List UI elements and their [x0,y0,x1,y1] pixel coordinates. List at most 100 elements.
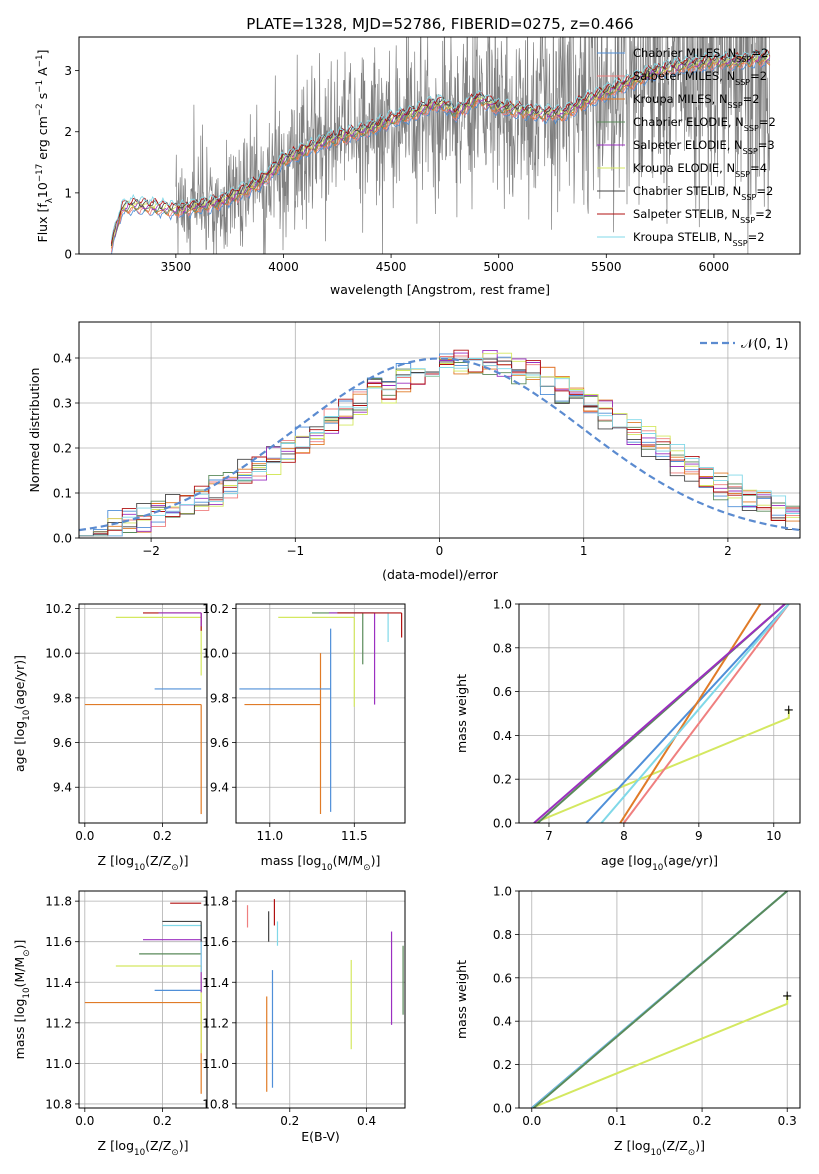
x-tick-label: 5000 [483,260,514,274]
y-tick-label: 11.4 [45,976,72,990]
y-axis-label: mass weight [454,674,469,753]
y-tick-label: 0.2 [493,1058,512,1072]
model-spectrum-line [110,58,771,253]
x-tick-label: 5500 [591,260,622,274]
axes-frame [518,603,801,824]
y-tick-label: 11.2 [202,1016,229,1030]
y-axis-label: Normed distribution [27,368,42,493]
cumulative-weight-line [532,891,788,1108]
x-tick-label: 0.2 [153,1114,172,1128]
x-tick-label: 11.0 [256,829,283,843]
legend-label: Salpeter MILES, NSSP=2 [633,69,767,87]
model-spectrum-line [110,55,771,246]
y-tick-label: 11.6 [45,935,72,949]
x-tick-label: 0.2 [693,1114,712,1128]
plot-area [79,349,800,538]
legend-label: Kroupa ELODIE, NSSP=4 [633,161,767,179]
y-tick-label: 9.6 [210,736,229,750]
x-tick-label: 6000 [699,260,730,274]
y-axis-label: Flux [fλ10−17 erg cm−2 s−1 A−1] [35,50,55,243]
legend-label: Salpeter STELIB, NSSP=2 [633,207,772,225]
plot-area: + [531,891,793,1108]
model-spectrum-line [110,49,771,244]
y-tick-label: 10.8 [45,1097,72,1111]
x-tick-label: 0.2 [153,829,172,843]
y-tick-label: 11.6 [202,935,229,949]
x-tick-label: 0.2 [280,1114,299,1128]
y-tick-label: 10.0 [45,647,72,661]
x-tick-label: 3500 [161,260,192,274]
y-tick-label: 0.0 [493,817,512,831]
axes-frame [235,603,406,824]
plot-area: + [533,604,794,823]
axes-frame [518,890,801,1109]
ebv-mass-panel: 0.2 0.4 10.8 11.0 11.2 11.4 11.6 11.8 E(B-V) [202,890,406,1144]
y-tick-label: 9.8 [210,691,229,705]
x-axis-label: wavelength [Angstrom, rest frame] [330,282,550,297]
axes-frame [78,36,801,255]
y-tick-label: 10.0 [202,647,229,661]
y-tick-label: 11.4 [202,976,229,990]
residual-histogram-bars [79,349,800,538]
x-axis-label: E(B-V) [301,1129,340,1144]
cumulative-weight-line [623,604,790,823]
x-tick-label: 7 [545,829,553,843]
observed-spectrum-line [175,37,770,254]
y-tick-label: 11.0 [202,1057,229,1071]
x-tick-label: 0.0 [522,1114,541,1128]
axes-frame [78,890,208,1109]
mass-age-panel: 11.0 11.5 9.4 9.6 9.8 10.0 10.2 mass [log10(M/M… [202,602,406,873]
y-tick-label: 0.2 [493,773,512,787]
x-axis-label: Z [log10(Z/Z⊙)] [614,1138,705,1158]
plot-area [110,37,771,254]
y-tick-label: 11.2 [45,1016,72,1030]
y-tick-label: 3 [64,64,72,78]
y-axis-label: mass weight [454,960,469,1039]
z-mass-panel: 0.0 0.2 10.8 11.0 11.2 11.4 11.6 11.8 Z [log10(Z… [12,890,208,1158]
x-tick-label: −1 [286,544,304,558]
cumulative-weight-line [533,604,786,823]
gaussian-legend-label: 𝒩(0, 1) [741,337,788,352]
plot-area [239,612,403,815]
y-tick-label: 0.6 [493,685,512,699]
model-spectrum-line [110,51,771,247]
cumulative-weight-line [619,604,762,823]
y-tick-label: 9.8 [53,691,72,705]
x-tick-label: 0 [436,544,444,558]
x-tick-label: 0.4 [357,1114,376,1128]
axes-frame [78,603,208,824]
x-tick-label: −2 [142,544,160,558]
y-tick-label: 2 [64,125,72,139]
y-tick-label: 0.0 [493,1102,512,1116]
x-tick-label: 0.0 [75,829,94,843]
y-tick-label: 0.1 [53,487,72,501]
x-axis-label: (data-model)/error [382,567,499,582]
age-mass-weight-panel: +7 8 9 10 0.0 0.2 0.4 0.6 0.8 1.0 age [log10(age/y… [454,598,801,873]
cumulative-weight-line [600,604,790,823]
cumulative-weight-marker: + [783,703,794,718]
y-tick-label: 0.4 [493,1015,512,1029]
model-spectrum-line [110,48,771,240]
y-tick-label: 11.0 [45,1057,72,1071]
y-tick-label: 0.6 [493,971,512,985]
y-tick-label: 0.4 [53,352,72,366]
spectrum-legend: Chabrier MILES, NSSP=2 Salpeter MILES, NS… [597,46,776,248]
legend-label: Chabrier ELODIE, NSSP=2 [633,115,776,133]
y-axis-label: age [log10(age/yr)] [12,655,32,772]
y-tick-label: 1 [64,186,72,200]
cumulative-weight-line [533,709,790,823]
y-tick-label: 0.8 [493,928,512,942]
x-tick-label: 8 [620,829,628,843]
y-tick-label: 11.8 [45,895,72,909]
spectrum-panel: 3500 4000 4500 5000 5500 6000 0 1 2 3 Chabrier MIL… [35,36,801,297]
y-tick-label: 1.0 [493,885,512,899]
x-tick-label: 9 [695,829,703,843]
y-tick-label: 9.4 [210,781,229,795]
cumulative-weight-line [531,995,789,1108]
x-tick-label: 0.1 [607,1114,626,1128]
x-axis-label: Z [log10(Z/Z⊙)] [98,853,189,873]
legend-label: Kroupa MILES, NSSP=2 [633,92,760,110]
y-tick-label: 9.6 [53,736,72,750]
x-tick-label: 2 [724,544,732,558]
